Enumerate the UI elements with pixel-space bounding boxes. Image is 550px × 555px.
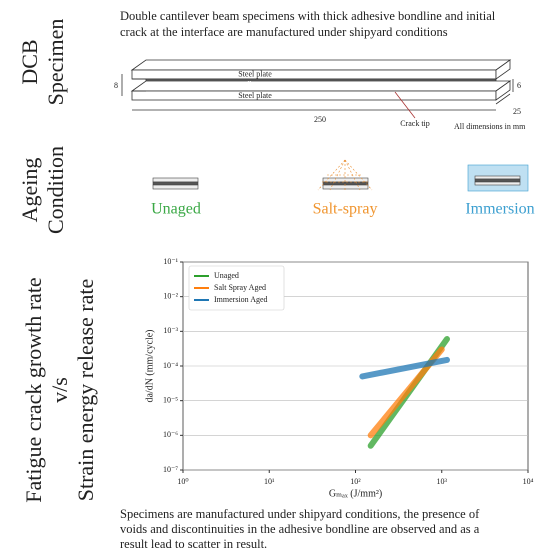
- y-tick-label: 10⁻²: [163, 291, 178, 300]
- legend-label: Immersion Aged: [214, 295, 268, 304]
- side-label-line: v/s: [47, 377, 72, 403]
- ageing-icons: [152, 159, 529, 192]
- intro-line: Double cantilever beam specimens with th…: [120, 9, 496, 23]
- specimen-drawing: [121, 59, 514, 119]
- side-label-line: Fatigue crack growth rate: [21, 277, 46, 502]
- y-tick-label: 10⁻⁷: [163, 465, 178, 474]
- y-tick-label: 10⁻⁶: [163, 430, 178, 439]
- y-tick-label: 10⁻³: [163, 326, 178, 335]
- footer-line: result lead to scatter in result.: [120, 537, 267, 551]
- series-line: [359, 356, 450, 380]
- y-axis-label: da/dN (mm/cycle): [144, 329, 155, 402]
- legend-label: Salt Spray Aged: [214, 283, 266, 292]
- intro-line: crack at the interface are manufactured …: [120, 25, 448, 39]
- adhesive-label: Adhesive: [240, 80, 271, 89]
- side-label: Fatigue crack growth rate v/s Strain energ…: [21, 277, 98, 502]
- side-label-line: Specimen: [43, 19, 68, 106]
- plate-label: Steel plate: [238, 91, 272, 100]
- x-axis-label: Gₘₐₓ (J/mm²): [329, 488, 382, 499]
- crack-label: Crack tip: [400, 119, 430, 128]
- y-tick-label: 10⁻⁴: [163, 361, 178, 370]
- x-tick-label: 10³: [437, 477, 448, 486]
- legend-label: Unaged: [214, 271, 239, 280]
- footer-line: voids and discontinuities in the adhesiv…: [120, 522, 480, 536]
- legend-box: [188, 265, 285, 311]
- y-tick-label: 10⁻⁵: [163, 395, 178, 404]
- x-tick-label: 10²: [350, 477, 361, 486]
- ageing-label: Salt-spray: [313, 201, 378, 218]
- footer-line: Specimens are manufactured under shipyar…: [120, 507, 480, 521]
- y-tick-label: 10⁻¹: [163, 257, 178, 266]
- side-label-line: DCB: [17, 39, 42, 84]
- dimension-label: 250: [314, 115, 326, 124]
- side-label-line: Ageing: [17, 158, 42, 223]
- dimension-label: 6: [517, 81, 521, 90]
- ageing-label: Unaged: [151, 201, 201, 218]
- dimension-label: 8: [114, 81, 118, 90]
- ageing-label: Immersion: [465, 201, 534, 218]
- x-tick-label: 10⁰: [177, 477, 188, 486]
- side-label: Ageing Condition: [17, 146, 68, 234]
- dimension-label: 25: [513, 107, 521, 116]
- x-tick-label: 10⁴: [523, 477, 534, 486]
- side-label-line: Condition: [43, 146, 68, 234]
- x-tick-label: 10¹: [264, 477, 275, 486]
- units-note: All dimensions in mm: [454, 122, 526, 131]
- plate-label: Steel plate: [238, 69, 272, 78]
- side-label-line: Strain energy release rate: [73, 279, 98, 502]
- side-label: DCB Specimen: [17, 19, 68, 106]
